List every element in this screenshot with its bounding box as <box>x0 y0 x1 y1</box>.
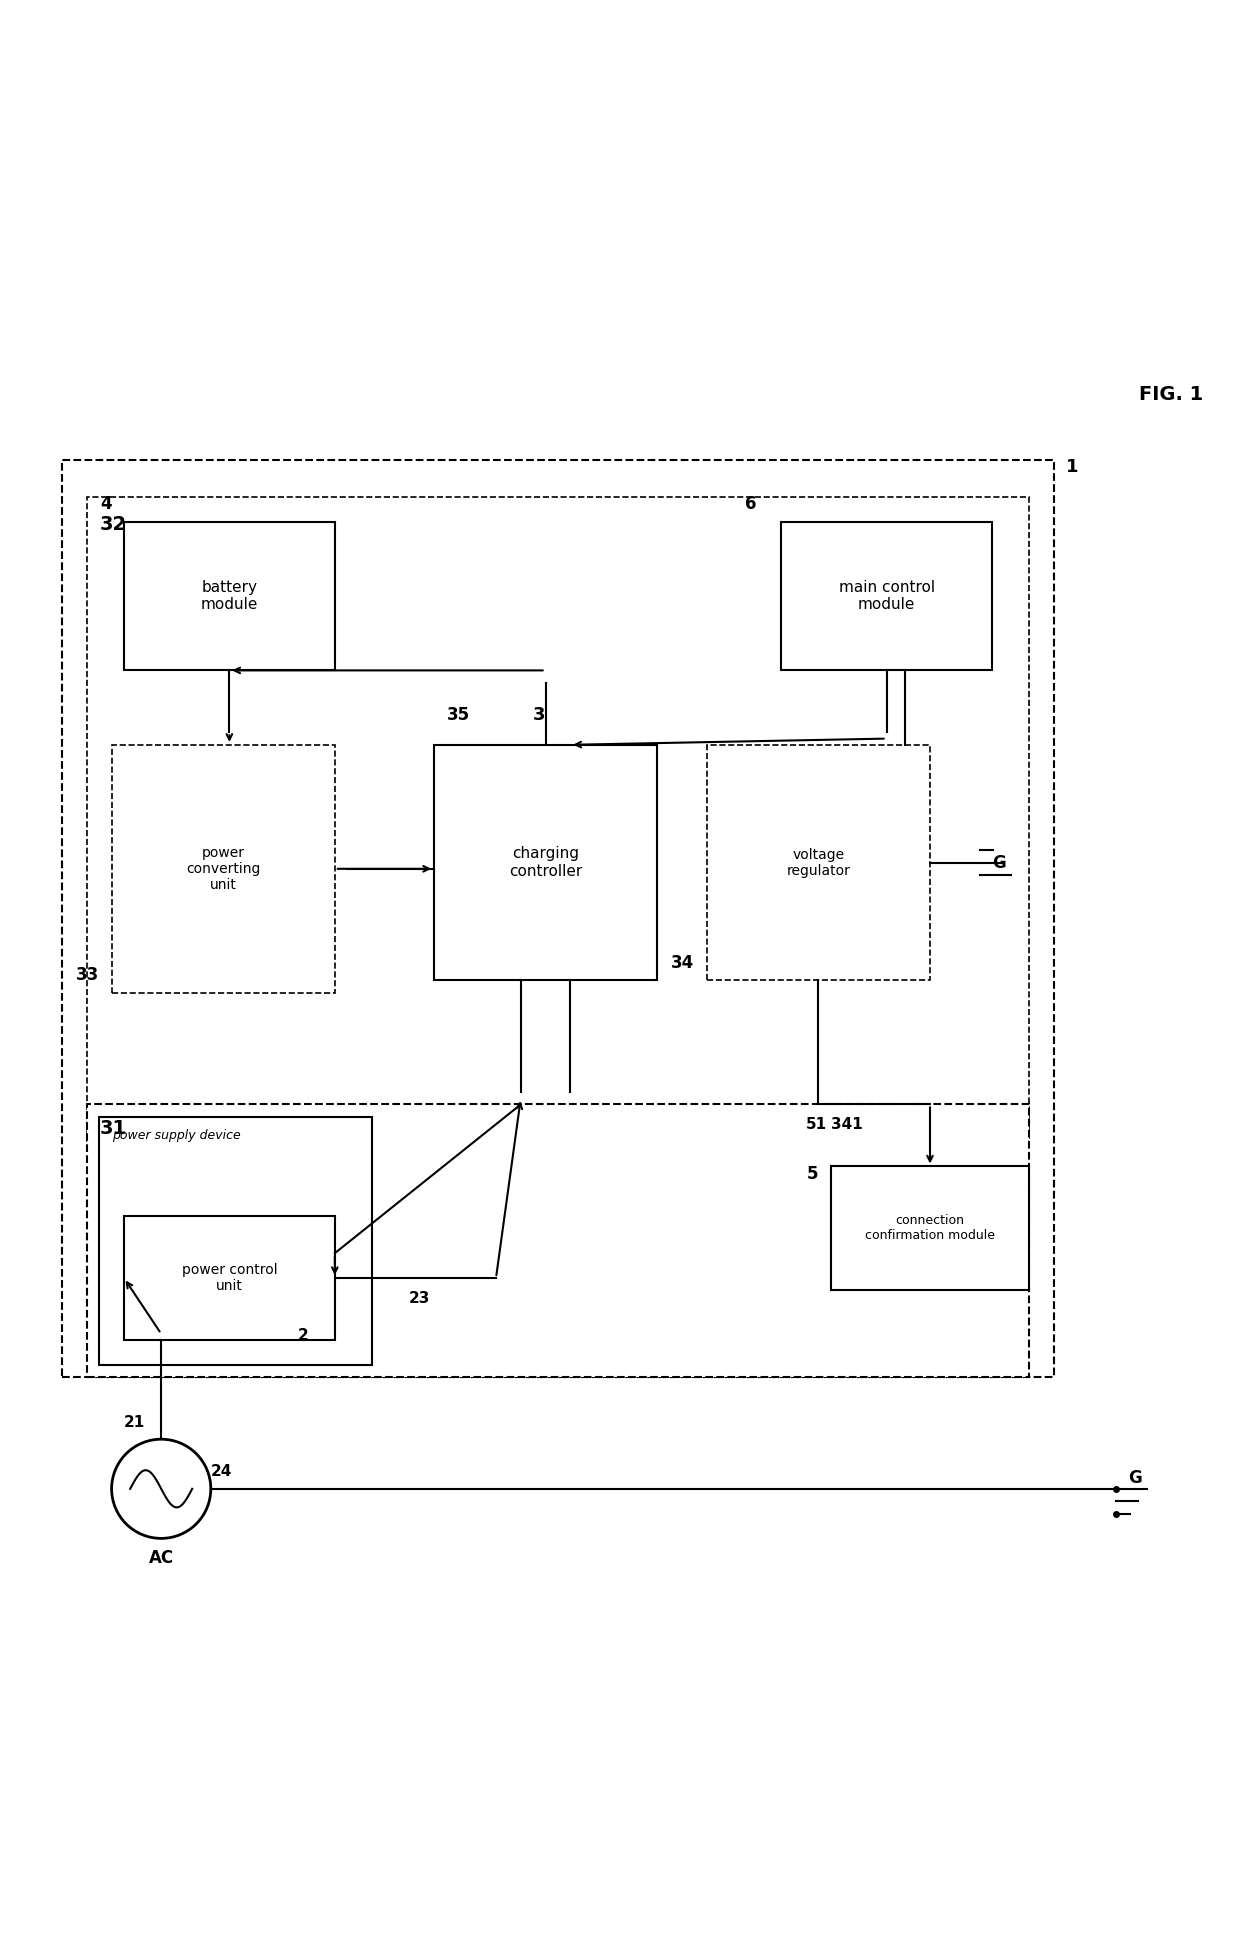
Text: 6: 6 <box>745 496 756 513</box>
FancyBboxPatch shape <box>62 459 1054 1376</box>
FancyBboxPatch shape <box>707 745 930 980</box>
Text: 341: 341 <box>831 1117 863 1133</box>
Text: 34: 34 <box>671 954 694 972</box>
Text: 3: 3 <box>533 707 546 724</box>
Text: 21: 21 <box>124 1415 145 1431</box>
Text: FIG. 1: FIG. 1 <box>1138 385 1203 405</box>
FancyBboxPatch shape <box>99 1117 372 1365</box>
Text: G: G <box>992 854 1006 871</box>
Text: main control
module: main control module <box>838 579 935 612</box>
FancyBboxPatch shape <box>124 521 335 670</box>
FancyBboxPatch shape <box>124 1216 335 1340</box>
Text: 1: 1 <box>1066 459 1079 476</box>
Text: power
converting
unit: power converting unit <box>186 846 260 892</box>
Text: 51: 51 <box>806 1117 827 1133</box>
Text: 23: 23 <box>409 1291 430 1305</box>
FancyBboxPatch shape <box>87 498 1029 1142</box>
Text: power supply device: power supply device <box>112 1129 241 1142</box>
Text: voltage
regulator: voltage regulator <box>786 848 851 877</box>
Text: power control
unit: power control unit <box>181 1262 278 1293</box>
Text: 32: 32 <box>99 515 126 534</box>
Text: charging
controller: charging controller <box>508 846 583 879</box>
Text: 5: 5 <box>807 1165 818 1183</box>
Text: 35: 35 <box>446 707 470 724</box>
FancyBboxPatch shape <box>781 521 992 670</box>
FancyBboxPatch shape <box>112 745 335 993</box>
Text: connection
confirmation module: connection confirmation module <box>866 1214 994 1243</box>
Text: 4: 4 <box>100 496 112 513</box>
Text: G: G <box>1128 1469 1142 1487</box>
Text: AC: AC <box>149 1549 174 1568</box>
Text: 2: 2 <box>298 1328 309 1344</box>
FancyBboxPatch shape <box>434 745 657 980</box>
Text: battery
module: battery module <box>201 579 258 612</box>
FancyBboxPatch shape <box>831 1165 1029 1291</box>
Text: 33: 33 <box>76 966 99 983</box>
FancyBboxPatch shape <box>87 1104 1029 1376</box>
Text: 31: 31 <box>99 1119 126 1138</box>
Text: 24: 24 <box>211 1464 232 1479</box>
